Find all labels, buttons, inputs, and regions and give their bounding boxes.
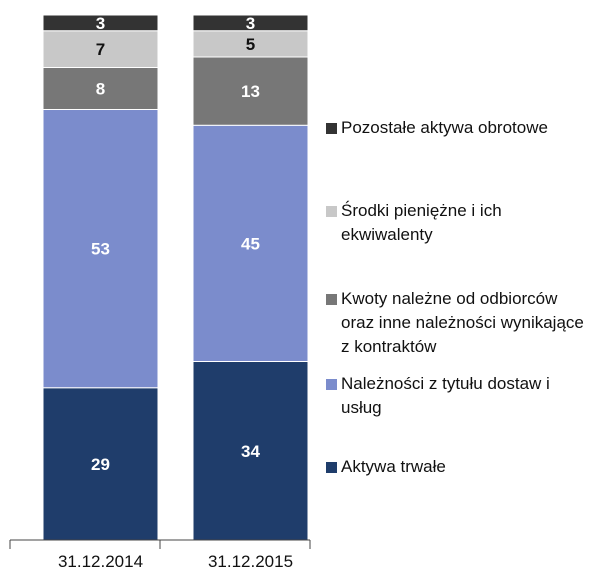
value-label: 45 — [241, 234, 260, 253]
legend-item: Należności z tytułu dostaw i usług — [326, 372, 588, 420]
bar-segment — [192, 30, 309, 58]
value-label: 53 — [91, 240, 110, 259]
bar-segment — [42, 14, 159, 32]
bar-segment — [192, 56, 309, 126]
legend-item: Kwoty należne od odbiorców oraz inne nal… — [326, 287, 588, 359]
bar-segment — [192, 14, 309, 32]
value-label: 3 — [96, 14, 105, 33]
legend-label: Kwoty należne od odbiorców oraz inne nal… — [341, 289, 584, 356]
legend-swatch — [326, 462, 337, 473]
value-label: 29 — [91, 455, 110, 474]
legend-label: Aktywa trwałe — [341, 457, 446, 476]
legend-label: Należności z tytułu dostaw i usług — [341, 374, 550, 417]
value-label: 13 — [241, 82, 260, 101]
legend-swatch — [326, 379, 337, 390]
bar-segment — [42, 387, 159, 541]
legend-label: Środki pieniężne i ich ekwiwalenty — [341, 201, 502, 244]
legend-label: Pozostałe aktywa obrotowe — [341, 118, 548, 137]
value-label: 34 — [241, 442, 260, 461]
legend-swatch — [326, 123, 337, 134]
x-tick-label: 31.12.2015 — [208, 552, 293, 571]
value-label: 7 — [96, 40, 105, 59]
value-label: 3 — [246, 14, 255, 33]
legend-swatch — [326, 206, 337, 217]
value-label: 8 — [96, 80, 105, 99]
x-tick-label: 31.12.2014 — [58, 552, 143, 571]
legend-swatch — [326, 294, 337, 305]
legend-item: Środki pieniężne i ich ekwiwalenty — [326, 199, 588, 247]
bar-segment — [192, 124, 309, 362]
bar-segment — [42, 67, 159, 110]
bar-segment — [42, 109, 159, 389]
legend-item: Pozostałe aktywa obrotowe — [326, 116, 588, 140]
value-label: 5 — [246, 35, 255, 54]
legend-item: Aktywa trwałe — [326, 455, 588, 479]
bar-segment — [42, 30, 159, 68]
